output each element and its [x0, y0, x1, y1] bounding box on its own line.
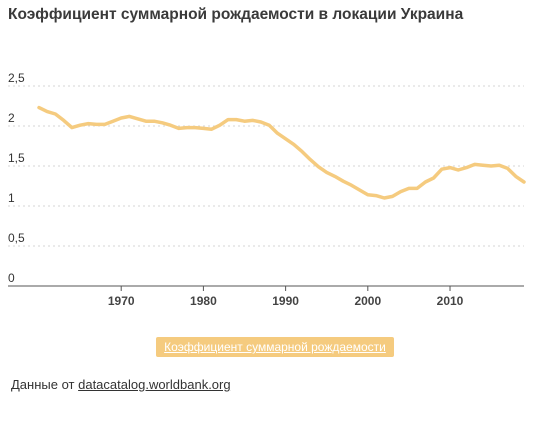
y-tick-label: 1 — [8, 191, 15, 205]
legend: Коэффициент суммарной рождаемости — [0, 337, 550, 357]
y-tick-label: 1,5 — [8, 151, 25, 165]
chart-title: Коэффициент суммарной рождаемости в лока… — [8, 6, 464, 23]
x-axis-ticks: 1970 1980 1990 2000 2010 — [108, 286, 464, 308]
source-note: Данные от datacatalog.worldbank.org — [11, 377, 231, 392]
x-tick-label: 1990 — [272, 294, 299, 308]
series-line-fertility-rate[interactable] — [37, 105, 526, 200]
y-tick-label: 2 — [8, 111, 15, 125]
grid-lines — [8, 85, 524, 247]
x-tick-label: 2010 — [437, 294, 464, 308]
y-tick-label: 2,5 — [8, 71, 25, 85]
y-tick-label: 0 — [8, 271, 15, 285]
legend-item-fertility-rate[interactable]: Коэффициент суммарной рождаемости — [156, 337, 394, 357]
y-axis-ticks: 0 0,5 1 1,5 2 2,5 — [8, 71, 25, 285]
x-tick-label: 1970 — [108, 294, 135, 308]
source-prefix: Данные от — [11, 377, 75, 392]
x-tick-label: 2000 — [354, 294, 381, 308]
source-link[interactable]: datacatalog.worldbank.org — [78, 377, 231, 392]
y-tick-label: 0,5 — [8, 231, 25, 245]
x-tick-label: 1980 — [190, 294, 217, 308]
